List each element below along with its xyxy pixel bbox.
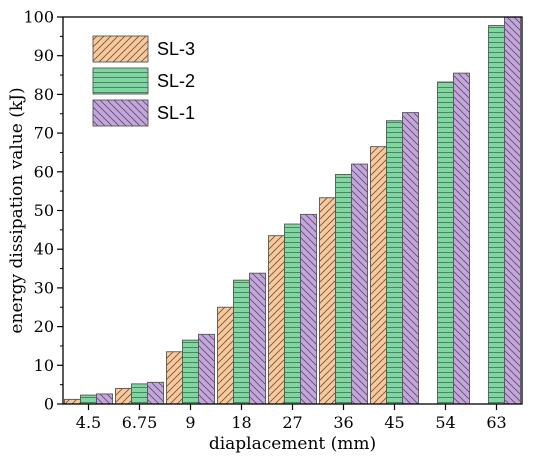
y-tick-label: 20 [34, 317, 54, 336]
bar-sl-1-45 [402, 112, 419, 405]
legend-label-sl-3: SL-3 [157, 39, 195, 59]
bar-sl-3-36 [319, 197, 336, 405]
x-axis-title: diaplacement (mm) [209, 434, 376, 454]
bar-sl-2-45 [386, 120, 403, 405]
y-tick-label: 80 [34, 85, 54, 104]
x-tick-label: 45 [384, 413, 404, 432]
legend-label-sl-2: SL-2 [157, 71, 195, 91]
bar-sl-1-18 [249, 272, 266, 405]
y-tick-label: 0 [44, 395, 54, 414]
y-tick-label: 10 [34, 356, 54, 375]
bar-sl-2-4.5 [80, 394, 97, 405]
bar-sl-2-9 [182, 339, 199, 405]
legend-swatch-sl-1 [92, 99, 149, 127]
bar-sl-2-6.75 [131, 383, 148, 405]
x-tick-label: 6.75 [122, 413, 158, 432]
bar-sl-2-54 [437, 81, 454, 405]
y-tick-label: 70 [34, 124, 54, 143]
y-axis-title: energy dissipation value (kJ) [7, 87, 27, 333]
bar-sl-1-54 [453, 72, 470, 405]
y-tick-label: 30 [34, 278, 54, 297]
bar-sl-2-18 [233, 279, 250, 405]
legend: SL-3 SL-2 SL-1 [92, 35, 195, 127]
legend-swatch-sl-2 [92, 67, 149, 95]
bar-sl-3-4.5 [64, 398, 81, 405]
x-tick-label: 18 [231, 413, 251, 432]
bar-sl-3-18 [217, 306, 234, 405]
bar-sl-1-4.5 [96, 393, 113, 405]
bar-sl-1-27 [300, 213, 317, 405]
x-tick-label: 9 [185, 413, 195, 432]
bar-sl-1-63 [504, 16, 521, 405]
y-tick-label: 40 [34, 240, 54, 259]
legend-label-sl-1: SL-1 [157, 103, 195, 123]
x-tick-label: 63 [486, 413, 506, 432]
y-axis-ticks: 0 10 20 30 40 50 60 70 80 90 100 [23, 8, 63, 414]
bar-sl-2-27 [284, 223, 301, 405]
bar-sl-2-63 [488, 25, 505, 405]
bar-sl-1-9 [198, 333, 215, 405]
bar-sl-3-45 [370, 146, 387, 405]
y-tick-label: 90 [34, 46, 54, 65]
legend-swatch-sl-3 [92, 35, 149, 63]
y-tick-label: 100 [23, 8, 54, 27]
bar-sl-1-6.75 [147, 381, 164, 405]
y-tick-label: 60 [34, 162, 54, 181]
bar-sl-3-6.75 [115, 388, 132, 405]
plot-frame [62, 16, 523, 405]
bars-layer [64, 16, 521, 405]
x-tick-label: 36 [333, 413, 353, 432]
bar-sl-1-36 [351, 163, 368, 405]
x-tick-label: 54 [435, 413, 455, 432]
x-axis-ticks: 4.5 6.75 9 18 27 36 45 54 63 [76, 404, 507, 432]
bar-sl-2-36 [335, 174, 352, 405]
bar-sl-3-27 [268, 235, 285, 405]
x-tick-label: 27 [282, 413, 302, 432]
bar-sl-3-9 [166, 351, 183, 405]
x-tick-label: 4.5 [76, 413, 101, 432]
y-tick-label: 50 [34, 201, 54, 220]
